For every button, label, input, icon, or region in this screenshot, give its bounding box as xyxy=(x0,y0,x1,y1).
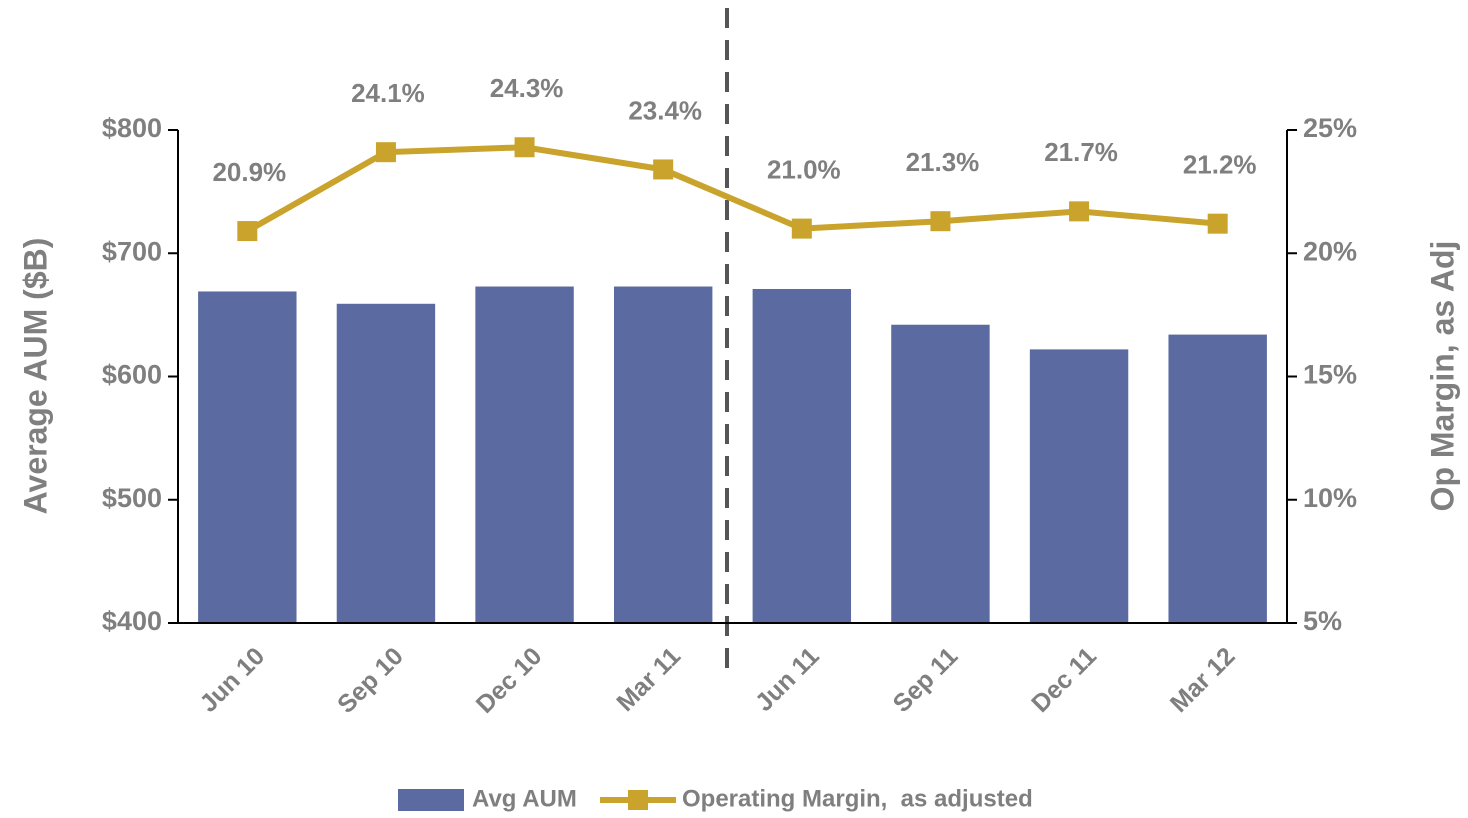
legend-label: Operating Margin, as adjusted xyxy=(682,785,1033,812)
bar xyxy=(1168,334,1267,623)
x-tick-label: Jun 10 xyxy=(194,642,270,718)
y2-tick-label: 25% xyxy=(1303,113,1357,143)
bar xyxy=(475,286,574,623)
line-marker xyxy=(1069,201,1090,222)
bar xyxy=(752,288,852,623)
legend-label: Avg AUM xyxy=(472,785,577,812)
line-marker xyxy=(237,221,258,242)
data-label: 24.1% xyxy=(351,78,425,108)
line-marker xyxy=(1207,213,1228,234)
x-tick-label: Sep 11 xyxy=(888,642,964,718)
y2-tick-label: 10% xyxy=(1303,483,1357,513)
line-marker xyxy=(514,137,535,158)
x-tick-label: Dec 11 xyxy=(1026,642,1102,718)
legend-swatch xyxy=(398,789,464,811)
y2-tick-label: 5% xyxy=(1303,606,1342,636)
y-tick-label: $500 xyxy=(102,483,162,513)
data-label: 21.0% xyxy=(767,154,841,184)
line xyxy=(245,144,1218,234)
y2-tick-label: 20% xyxy=(1303,236,1357,266)
y-axis-label: Average AUM ($B) xyxy=(17,238,53,515)
data-label: 24.3% xyxy=(490,73,564,103)
bar xyxy=(336,303,436,623)
line-marker xyxy=(930,211,951,232)
x-tick-label: Dec 10 xyxy=(471,642,548,719)
data-label: 20.9% xyxy=(212,157,286,187)
y2-tick-label: 15% xyxy=(1303,360,1357,390)
bar xyxy=(198,291,297,623)
bar xyxy=(891,324,990,623)
bar xyxy=(613,286,713,623)
x-tick-label: Sep 10 xyxy=(332,642,409,719)
data-label: 21.2% xyxy=(1183,150,1257,180)
y-tick-label: $400 xyxy=(102,606,162,636)
y-tick-label: $600 xyxy=(102,360,162,390)
data-label: 21.7% xyxy=(1044,137,1118,167)
y2-axis-label: Op Margin, as Adj xyxy=(1424,241,1460,512)
line-marker xyxy=(375,142,396,163)
line-marker xyxy=(653,159,674,180)
x-tick-label: Jun 11 xyxy=(750,642,825,717)
data-label: 23.4% xyxy=(628,95,702,125)
bar xyxy=(1029,349,1129,623)
y-tick-label: $800 xyxy=(102,113,162,143)
data-label: 21.3% xyxy=(906,147,980,177)
x-tick-label: Mar 11 xyxy=(611,642,686,717)
y-tick-label: $700 xyxy=(102,236,162,266)
legend-marker xyxy=(628,790,648,810)
x-tick-label: Mar 12 xyxy=(1165,642,1241,718)
line-marker xyxy=(791,218,812,239)
